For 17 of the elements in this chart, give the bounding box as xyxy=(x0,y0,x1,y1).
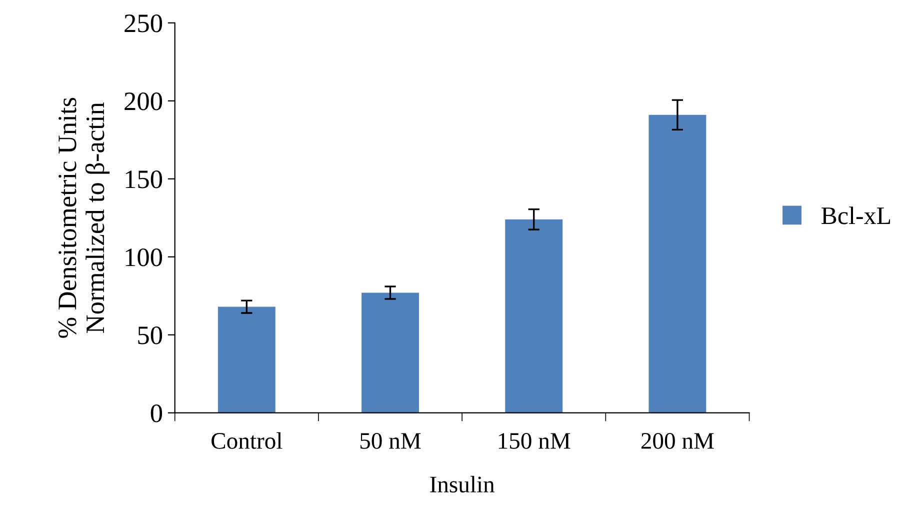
legend-label: Bcl-xL xyxy=(821,206,890,224)
bar xyxy=(362,292,419,413)
x-tick-label: Control xyxy=(212,432,282,449)
y-tick-label: 150 xyxy=(126,170,162,188)
bar xyxy=(505,219,563,413)
x-axis-title: Insulin xyxy=(430,476,494,493)
bar xyxy=(218,306,276,413)
x-tick-label: 200 nM xyxy=(641,432,714,449)
x-tick-label: 50 nM xyxy=(360,432,421,449)
y-tick-label: 0 xyxy=(150,404,162,422)
bar xyxy=(648,114,706,413)
y-tick-label: 50 xyxy=(138,326,162,344)
x-tick-label: 150 nM xyxy=(498,432,570,449)
y-tick-label: 250 xyxy=(124,14,162,32)
y-tick-label: 200 xyxy=(124,92,162,110)
y-axis-title: % Densitometric Units Normalized to β-actin xyxy=(58,98,110,338)
y-tick-label: 100 xyxy=(126,248,162,266)
